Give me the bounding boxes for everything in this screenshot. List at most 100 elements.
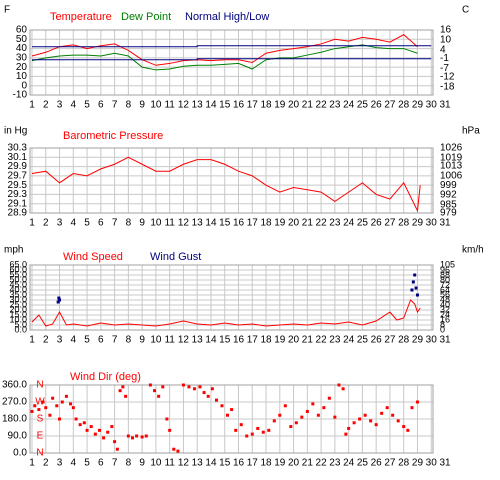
point: [176, 449, 180, 453]
x-tick-label: 20: [288, 218, 300, 229]
point: [289, 425, 293, 429]
y2-tick-label: 32: [440, 305, 450, 315]
y-tick-label: 270.0: [2, 397, 27, 408]
x-tick-label: 29: [412, 218, 424, 229]
point: [168, 428, 172, 432]
y2-tick-label: -7: [440, 63, 449, 74]
y-tick-label: 30.3: [8, 143, 28, 154]
point: [414, 286, 418, 290]
x-tick-label: 19: [274, 218, 286, 229]
x-tick-label: 3: [57, 100, 63, 111]
point: [406, 428, 410, 432]
point: [267, 428, 271, 432]
x-tick-label: 6: [98, 218, 104, 229]
point: [58, 417, 62, 421]
y-tick-label: 60: [16, 25, 28, 36]
y-tick-label: 65.0: [9, 259, 27, 269]
compass-label: E: [37, 431, 44, 442]
point: [206, 394, 210, 398]
point: [41, 400, 45, 404]
point: [341, 387, 345, 391]
point: [82, 421, 86, 425]
y-tick-label: 30.0: [9, 294, 27, 304]
x-tick-label: 19: [274, 100, 286, 111]
y2-tick-label: 96: [440, 265, 450, 275]
y2-tick-label: 1019: [440, 152, 463, 163]
x-tick-label: 25: [357, 458, 369, 469]
point: [272, 419, 276, 423]
x-tick-label: 11: [164, 100, 175, 111]
x-tick-label: 21: [302, 335, 314, 346]
point: [316, 413, 320, 417]
point: [110, 425, 114, 429]
y2-tick-label: 4: [440, 45, 446, 56]
y2-tick-label: 0: [440, 324, 445, 334]
y-tick-label: 360.0: [2, 380, 27, 391]
x-tick-label: 6: [98, 458, 104, 469]
x-tick-label: 31: [439, 218, 451, 229]
point: [55, 404, 59, 408]
x-tick-label: 28: [398, 335, 410, 346]
unit-right: hPa: [462, 126, 480, 137]
x-tick-label: 2: [43, 335, 49, 346]
x-tick-label: 10: [150, 100, 162, 111]
x-tick-label: 21: [302, 458, 314, 469]
point: [311, 402, 315, 406]
x-tick-label: 7: [112, 458, 118, 469]
point: [69, 402, 73, 406]
y-tick-label: 40: [16, 43, 28, 54]
x-tick-label: 17: [247, 100, 259, 111]
point: [192, 387, 196, 391]
point: [225, 413, 229, 417]
x-tick-label: 18: [260, 335, 272, 346]
point: [391, 413, 395, 417]
plot-frame: [29, 29, 434, 96]
point: [245, 434, 249, 438]
x-tick-label: 25: [357, 218, 369, 229]
y2-tick-label: -18: [440, 81, 455, 92]
point: [157, 394, 161, 398]
x-tick-label: 13: [192, 100, 204, 111]
point: [363, 413, 367, 417]
x-tick-label: 7: [112, 218, 118, 229]
point: [64, 394, 68, 398]
x-tick-label: 3: [57, 458, 63, 469]
normal-line: [32, 45, 432, 48]
point: [126, 434, 130, 438]
x-tick-label: 14: [205, 458, 217, 469]
x-tick-label: 28: [398, 218, 410, 229]
y-tick-label: 25.0: [9, 299, 27, 309]
point: [140, 435, 144, 439]
y-tick-label: 15.0: [9, 309, 27, 319]
point: [256, 426, 260, 430]
x-tick-label: 22: [316, 218, 328, 229]
compass-label: W: [35, 397, 45, 408]
x-tick-label: 1: [29, 458, 35, 469]
x-tick-label: 26: [371, 100, 383, 111]
point: [97, 428, 101, 432]
plot-frame: [29, 384, 434, 454]
x-tick-label: 24: [343, 218, 355, 229]
point: [327, 396, 331, 400]
point: [93, 432, 97, 436]
point: [56, 300, 60, 304]
series-line: [31, 299, 421, 327]
x-tick-label: 14: [205, 100, 217, 111]
point: [337, 383, 341, 387]
x-tick-label: 9: [139, 458, 145, 469]
point: [51, 396, 55, 400]
x-tick-label: 1: [29, 100, 35, 111]
point: [261, 430, 265, 434]
x-tick-label: 10: [150, 458, 162, 469]
x-tick-label: 5: [84, 100, 90, 111]
x-tick-label: 15: [219, 100, 231, 111]
x-tick-label: 14: [205, 218, 217, 229]
x-tick-label: 10: [150, 218, 162, 229]
x-tick-label: 7: [112, 335, 118, 346]
x-tick-label: 6: [98, 335, 104, 346]
x-tick-label: 17: [247, 458, 259, 469]
y-tick-label: 5.0: [14, 319, 27, 329]
x-tick-label: 21: [302, 218, 314, 229]
point: [102, 436, 106, 440]
y2-tick-label: 1026: [440, 143, 463, 154]
